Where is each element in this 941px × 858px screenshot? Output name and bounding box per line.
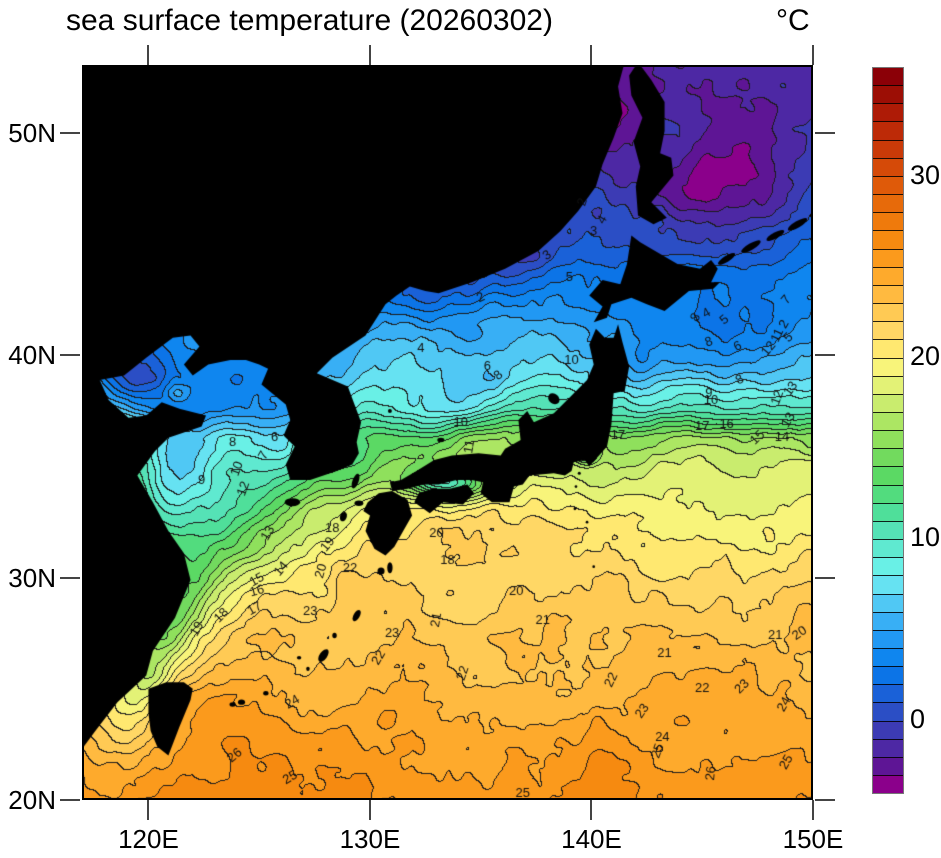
y-tick-20N (60, 799, 80, 801)
colorbar-cell (873, 284, 903, 304)
y-tick-label-20N: 20N (8, 785, 56, 815)
colorbar-cell (873, 629, 903, 648)
y-tick-50N (60, 132, 80, 135)
colorbar-cell (873, 303, 903, 322)
colorbar (872, 67, 904, 794)
colorbar-label-20: 20 (910, 341, 941, 371)
y-tick-right-20N (815, 799, 835, 801)
x-tick-label-140E: 140E (561, 824, 622, 854)
colorbar-cell (873, 85, 903, 104)
colorbar-cell (873, 611, 903, 630)
colorbar-cell (873, 212, 903, 231)
x-tick-label-150E: 150E (782, 824, 844, 854)
y-tick-label-40N: 40N (8, 340, 56, 371)
colorbar-cell (873, 702, 903, 721)
colorbar-cell (873, 648, 903, 667)
x-tick-130E (368, 800, 371, 820)
y-tick-right-40N (815, 354, 835, 357)
colorbar-cell (873, 484, 903, 503)
colorbar-cell (873, 666, 903, 685)
colorbar-label-0: 0 (910, 703, 926, 734)
colorbar-cell (873, 194, 903, 213)
x-tick-150E (812, 800, 814, 820)
x-tick-120E (147, 800, 150, 820)
x-tick-label-130E: 130E (339, 824, 401, 854)
colorbar-cell (873, 502, 903, 521)
colorbar-cell (873, 448, 903, 467)
colorbar-cell (873, 557, 903, 576)
y-tick-label-50N: 50N (8, 118, 56, 149)
colorbar-cell (873, 68, 903, 86)
x-tick-top-120E (147, 45, 150, 65)
colorbar-cell (873, 157, 903, 176)
map-plot-area (82, 65, 813, 800)
colorbar-cell (873, 466, 903, 485)
sst-contour-canvas (82, 65, 813, 800)
colorbar-cell (873, 539, 903, 558)
colorbar-cell (873, 339, 903, 358)
units-label: °C (776, 4, 810, 37)
colorbar-cell (873, 230, 903, 249)
colorbar-cell (873, 593, 903, 612)
colorbar-label-30: 30 (910, 159, 941, 190)
figure-title: sea surface temperature (20260302) (66, 4, 553, 37)
colorbar-cell (873, 738, 903, 757)
colorbar-cell (873, 103, 903, 122)
colorbar-cell (873, 684, 903, 703)
x-tick-label-120E: 120E (118, 824, 179, 854)
colorbar-cell (873, 175, 903, 195)
x-tick-top-140E (590, 45, 593, 65)
y-tick-label-30N: 30N (8, 562, 56, 593)
colorbar-cell (873, 248, 903, 267)
x-tick-140E (590, 800, 593, 820)
colorbar-cell (873, 430, 903, 449)
colorbar-cell (873, 266, 903, 285)
y-tick-30N (60, 576, 80, 579)
colorbar-cell (873, 411, 903, 431)
colorbar-cell (873, 775, 903, 794)
colorbar-cell (873, 575, 903, 594)
x-tick-top-150E (812, 45, 814, 65)
colorbar-cell (873, 375, 903, 394)
colorbar-cell (873, 321, 903, 340)
colorbar-cell (873, 139, 903, 158)
colorbar-label-10: 10 (910, 522, 941, 553)
x-tick-top-130E (368, 45, 371, 65)
y-tick-right-50N (815, 132, 835, 135)
y-tick-40N (60, 354, 80, 357)
colorbar-cell (873, 121, 903, 140)
colorbar-cell (873, 357, 903, 376)
colorbar-cell (873, 720, 903, 739)
colorbar-cell (873, 520, 903, 540)
colorbar-cell (873, 393, 903, 412)
y-tick-right-30N (815, 576, 835, 579)
colorbar-cell (873, 756, 903, 776)
